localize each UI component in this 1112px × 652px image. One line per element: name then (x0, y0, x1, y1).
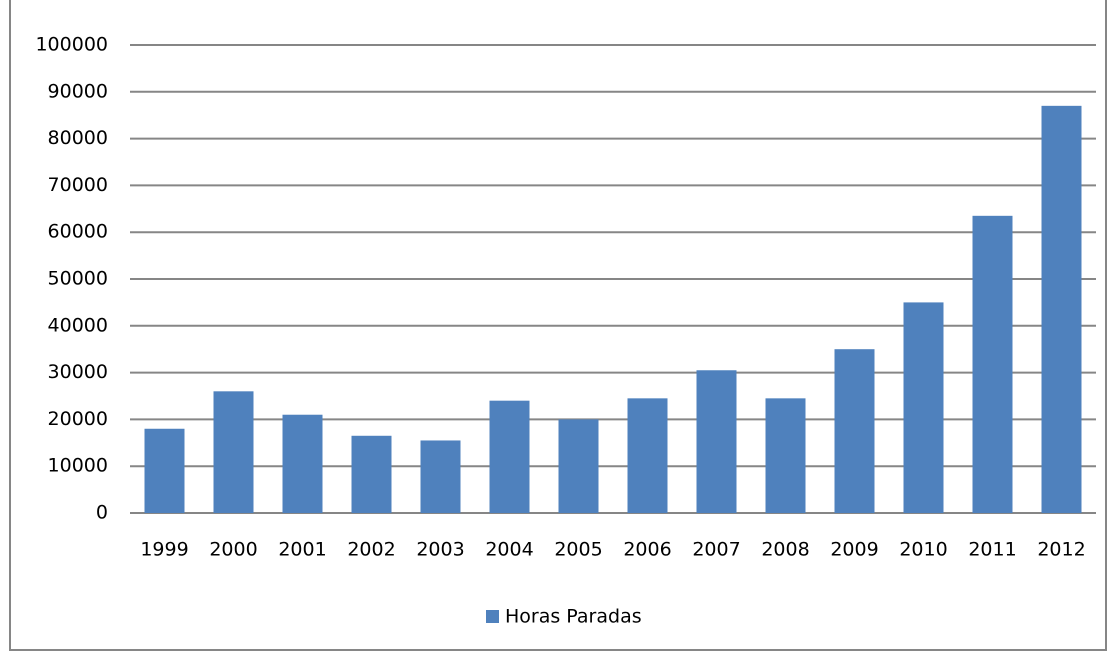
y-tick-label: 40000 (48, 314, 108, 336)
bar (144, 428, 185, 513)
bar (972, 215, 1013, 513)
bar (282, 414, 323, 513)
bar (903, 302, 944, 513)
legend-label: Horas Paradas (505, 606, 642, 628)
x-tick-label: 2000 (209, 539, 257, 561)
bar (627, 398, 668, 513)
bar (351, 435, 392, 513)
y-tick-label: 50000 (48, 268, 108, 290)
x-tick-label: 2012 (1037, 539, 1085, 561)
x-tick-label: 2004 (485, 539, 533, 561)
x-tick-label: 2008 (761, 539, 809, 561)
y-tick-label: 90000 (48, 80, 108, 102)
x-tick-label: 1999 (140, 539, 188, 561)
y-tick-label: 100000 (35, 34, 108, 56)
x-tick-label: 2011 (968, 539, 1016, 561)
x-tick-label: 2007 (692, 539, 740, 561)
y-tick-label: 10000 (48, 455, 108, 477)
x-tick-label: 2002 (347, 539, 395, 561)
y-tick-label: 20000 (48, 408, 108, 430)
y-tick-label: 60000 (48, 221, 108, 243)
bar (765, 398, 806, 513)
x-tick-label: 2009 (830, 539, 878, 561)
y-tick-label: 70000 (48, 174, 108, 196)
y-tick-label: 80000 (48, 127, 108, 149)
bar (489, 400, 530, 513)
legend-swatch (486, 610, 499, 623)
bar (1041, 105, 1082, 513)
bar (558, 419, 599, 513)
y-tick-label: 30000 (48, 361, 108, 383)
x-tick-label: 2003 (416, 539, 464, 561)
bar (834, 349, 875, 513)
bar (420, 440, 461, 513)
y-tick-label: 0 (96, 502, 108, 524)
x-tick-label: 2006 (623, 539, 671, 561)
bar (213, 391, 254, 513)
x-tick-label: 2001 (278, 539, 326, 561)
x-tick-label: 2010 (899, 539, 947, 561)
bar (696, 370, 737, 513)
x-tick-label: 2005 (554, 539, 602, 561)
